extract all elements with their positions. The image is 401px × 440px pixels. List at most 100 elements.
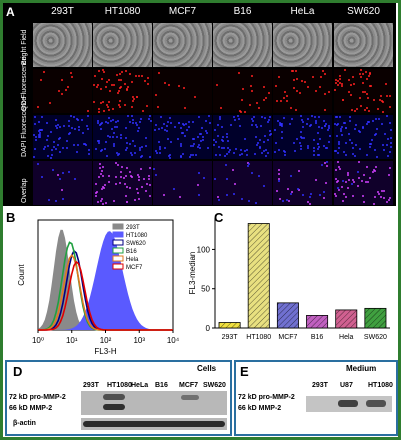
cell-dot	[38, 129, 41, 132]
micrograph-cell	[153, 69, 212, 113]
cell-dot	[180, 132, 183, 135]
cell-dot	[158, 128, 161, 131]
band	[366, 400, 386, 407]
cell-dot	[148, 118, 151, 121]
cell-dot	[384, 83, 387, 86]
cell-dot	[305, 123, 308, 126]
cell-dot	[86, 124, 89, 127]
cell-dot	[341, 186, 344, 189]
cell-dot	[163, 146, 166, 149]
cell-dot	[258, 147, 261, 150]
cell-dot	[158, 151, 161, 154]
cell-dot	[117, 153, 120, 156]
cell-dot	[255, 101, 258, 104]
bar-hatch	[277, 302, 299, 328]
cell-dot	[112, 144, 115, 147]
cell-dot	[99, 122, 102, 125]
cell-dot	[34, 135, 37, 138]
cell-dot	[162, 122, 165, 125]
cell-dot	[280, 122, 283, 125]
cell-dot	[294, 108, 297, 111]
cell-dot	[226, 136, 229, 139]
cell-dot	[105, 154, 108, 157]
row-label: DAPI Fluorescence	[21, 96, 28, 157]
micrograph-cell	[273, 161, 332, 205]
micrograph-cell	[213, 161, 272, 205]
cell-dot	[197, 171, 200, 174]
cell-dot	[291, 70, 294, 73]
cell-dot	[124, 182, 127, 185]
cell-dot	[340, 82, 343, 85]
panel-d-label: D	[13, 364, 23, 379]
cell-dot	[251, 171, 254, 174]
cell-dot	[311, 76, 314, 79]
cell-dot	[337, 165, 340, 168]
cell-dot	[386, 201, 389, 204]
cell-dot	[54, 148, 57, 151]
cell-dot	[102, 165, 105, 168]
cell-dot	[80, 118, 83, 121]
cell-dot	[246, 149, 249, 152]
cell-dot	[205, 119, 208, 122]
panel-e-title: Medium	[346, 364, 377, 373]
cell-dot	[310, 192, 313, 195]
cell-dot	[218, 115, 221, 118]
cell-dot	[216, 134, 219, 137]
cell-dot	[188, 120, 191, 123]
cell-dot	[313, 115, 316, 118]
cell-dot	[317, 153, 320, 156]
cell-dot	[323, 144, 326, 147]
cell-dot	[310, 115, 313, 118]
cell-dot	[283, 96, 286, 99]
cell-dot	[277, 148, 280, 151]
cell-dot	[213, 139, 216, 142]
cell-dot	[302, 126, 305, 129]
cell-dot	[186, 129, 189, 132]
cell-dot	[96, 191, 99, 194]
cell-dot	[119, 137, 122, 140]
cell-dot	[303, 136, 306, 139]
cell-dot	[101, 174, 104, 177]
cell-dot	[100, 199, 103, 202]
legend-swatch	[112, 263, 124, 270]
cell-dot	[278, 177, 281, 180]
cell-dot	[368, 142, 371, 145]
cell-dot	[348, 178, 351, 181]
cell-dot	[47, 134, 50, 137]
cell-dot	[119, 170, 122, 173]
x-tick-label: 10²	[100, 336, 112, 345]
cell-dot	[227, 151, 230, 154]
cell-dot	[128, 72, 131, 75]
micrograph-cell	[334, 23, 393, 67]
cell-dot	[118, 104, 120, 107]
cell-dot	[136, 188, 139, 191]
cell-dot	[323, 162, 326, 165]
cell-dot	[323, 191, 326, 194]
cell-dot	[104, 202, 107, 205]
cell-dot	[38, 133, 41, 136]
cell-dot	[82, 132, 85, 135]
cell-dot	[185, 122, 188, 125]
cell-dot	[133, 98, 136, 101]
cell-dot	[321, 126, 324, 129]
cell-dot	[306, 147, 309, 150]
cell-dot	[105, 85, 108, 88]
cell-dot	[140, 167, 143, 170]
cell-dot	[390, 142, 393, 145]
cell-dot	[301, 193, 304, 196]
y-axis-label: Count	[17, 264, 26, 286]
x-tick-label: Hela	[339, 334, 354, 341]
cell-dot	[124, 82, 127, 85]
cell-dot	[105, 121, 108, 124]
cell-dot	[148, 174, 151, 177]
cell-dot	[221, 136, 224, 139]
legend-entry: MCF7	[126, 265, 143, 271]
panel-a-micrographs: A 293T HT1080 MCF7 B16 HeLa SW620 Bright Fiel…	[3, 3, 396, 206]
cell-dot	[380, 123, 383, 126]
cell-dot	[67, 120, 70, 122]
panel-e-label: E	[240, 364, 249, 379]
cell-dot	[126, 88, 129, 91]
cell-dot	[232, 151, 235, 154]
cell-dot	[154, 149, 157, 152]
